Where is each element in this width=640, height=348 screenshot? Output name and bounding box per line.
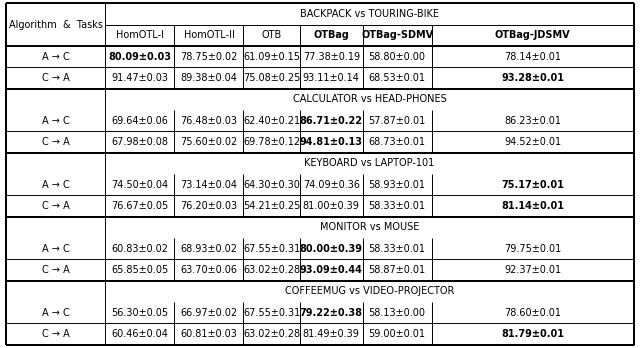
Text: 60.81±0.03: 60.81±0.03	[180, 329, 237, 339]
Text: A → C: A → C	[42, 52, 70, 62]
Text: 66.97±0.02: 66.97±0.02	[180, 308, 237, 317]
Text: 56.30±0.05: 56.30±0.05	[111, 308, 168, 317]
Text: 69.78±0.12: 69.78±0.12	[243, 137, 300, 147]
Text: 67.55±0.31: 67.55±0.31	[243, 244, 300, 254]
Text: C → A: C → A	[42, 73, 70, 83]
Text: 76.48±0.03: 76.48±0.03	[180, 116, 237, 126]
Text: 74.50±0.04: 74.50±0.04	[111, 180, 168, 190]
Text: C → A: C → A	[42, 265, 70, 275]
Text: 75.08±0.25: 75.08±0.25	[243, 73, 300, 83]
Text: BACKPACK vs TOURING-BIKE: BACKPACK vs TOURING-BIKE	[300, 9, 439, 19]
Text: CALCULATOR vs HEAD-PHONES: CALCULATOR vs HEAD-PHONES	[292, 94, 447, 104]
Text: 91.47±0.03: 91.47±0.03	[111, 73, 168, 83]
Text: 65.85±0.05: 65.85±0.05	[111, 265, 168, 275]
Text: HomOTL-I: HomOTL-I	[116, 31, 164, 40]
Text: OTBag-SDMV: OTBag-SDMV	[361, 31, 433, 40]
Text: HomOTL-II: HomOTL-II	[184, 31, 234, 40]
Text: 63.02±0.28: 63.02±0.28	[243, 265, 300, 275]
Text: 67.55±0.31: 67.55±0.31	[243, 308, 300, 317]
Text: A → C: A → C	[42, 116, 70, 126]
Text: 81.00±0.39: 81.00±0.39	[303, 201, 360, 211]
Text: 68.53±0.01: 68.53±0.01	[369, 73, 426, 83]
Text: 86.23±0.01: 86.23±0.01	[504, 116, 561, 126]
Text: 80.00±0.39: 80.00±0.39	[300, 244, 363, 254]
Text: 67.98±0.08: 67.98±0.08	[111, 137, 168, 147]
Text: 58.33±0.01: 58.33±0.01	[369, 201, 426, 211]
Text: Algorithm  &  Tasks: Algorithm & Tasks	[9, 20, 103, 30]
Text: 60.46±0.04: 60.46±0.04	[111, 329, 168, 339]
Text: 58.93±0.01: 58.93±0.01	[369, 180, 426, 190]
Text: 63.70±0.06: 63.70±0.06	[180, 265, 237, 275]
Text: MONITOR vs MOUSE: MONITOR vs MOUSE	[320, 222, 419, 232]
Text: 61.09±0.15: 61.09±0.15	[243, 52, 300, 62]
Text: 73.14±0.04: 73.14±0.04	[180, 180, 237, 190]
Text: OTBag: OTBag	[314, 31, 349, 40]
Text: 92.37±0.01: 92.37±0.01	[504, 265, 561, 275]
Text: 63.02±0.28: 63.02±0.28	[243, 329, 300, 339]
Text: 58.33±0.01: 58.33±0.01	[369, 244, 426, 254]
Text: A → C: A → C	[42, 308, 70, 317]
Text: KEYBOARD vs LAPTOP-101: KEYBOARD vs LAPTOP-101	[305, 158, 435, 168]
Text: 62.40±0.21: 62.40±0.21	[243, 116, 300, 126]
Text: 74.09±0.36: 74.09±0.36	[303, 180, 360, 190]
Text: 77.38±0.19: 77.38±0.19	[303, 52, 360, 62]
Text: 60.83±0.02: 60.83±0.02	[111, 244, 168, 254]
Text: 59.00±0.01: 59.00±0.01	[369, 329, 426, 339]
Text: 81.14±0.01: 81.14±0.01	[501, 201, 564, 211]
Text: 75.17±0.01: 75.17±0.01	[501, 180, 564, 190]
Text: 76.67±0.05: 76.67±0.05	[111, 201, 168, 211]
Text: COFFEEMUG vs VIDEO-PROJECTOR: COFFEEMUG vs VIDEO-PROJECTOR	[285, 286, 454, 296]
Text: 79.75±0.01: 79.75±0.01	[504, 244, 561, 254]
Text: 79.22±0.38: 79.22±0.38	[300, 308, 363, 317]
Text: 94.81±0.13: 94.81±0.13	[300, 137, 363, 147]
Text: 69.64±0.06: 69.64±0.06	[111, 116, 168, 126]
Text: 78.60±0.01: 78.60±0.01	[504, 308, 561, 317]
Text: 58.13±0.00: 58.13±0.00	[369, 308, 426, 317]
Text: 81.49±0.39: 81.49±0.39	[303, 329, 360, 339]
Text: C → A: C → A	[42, 137, 70, 147]
Text: 81.79±0.01: 81.79±0.01	[501, 329, 564, 339]
Text: 78.75±0.02: 78.75±0.02	[180, 52, 237, 62]
Text: 57.87±0.01: 57.87±0.01	[369, 116, 426, 126]
Text: 94.52±0.01: 94.52±0.01	[504, 137, 561, 147]
Text: 58.80±0.00: 58.80±0.00	[369, 52, 426, 62]
Text: 75.60±0.02: 75.60±0.02	[180, 137, 237, 147]
Text: 58.87±0.01: 58.87±0.01	[369, 265, 426, 275]
Text: 93.09±0.44: 93.09±0.44	[300, 265, 363, 275]
Text: 68.73±0.01: 68.73±0.01	[369, 137, 426, 147]
Text: OTBag-JDSMV: OTBag-JDSMV	[495, 31, 570, 40]
Text: 93.28±0.01: 93.28±0.01	[501, 73, 564, 83]
Text: A → C: A → C	[42, 244, 70, 254]
Text: 80.09±0.03: 80.09±0.03	[109, 52, 172, 62]
Text: A → C: A → C	[42, 180, 70, 190]
Text: 86.71±0.22: 86.71±0.22	[300, 116, 363, 126]
Text: C → A: C → A	[42, 201, 70, 211]
Text: 76.20±0.03: 76.20±0.03	[180, 201, 237, 211]
Text: 78.14±0.01: 78.14±0.01	[504, 52, 561, 62]
Text: 68.93±0.02: 68.93±0.02	[180, 244, 237, 254]
Text: 54.21±0.25: 54.21±0.25	[243, 201, 300, 211]
Text: 89.38±0.04: 89.38±0.04	[180, 73, 237, 83]
Text: C → A: C → A	[42, 329, 70, 339]
Text: OTB: OTB	[262, 31, 282, 40]
Text: 64.30±0.30: 64.30±0.30	[243, 180, 300, 190]
Text: 93.11±0.14: 93.11±0.14	[303, 73, 360, 83]
